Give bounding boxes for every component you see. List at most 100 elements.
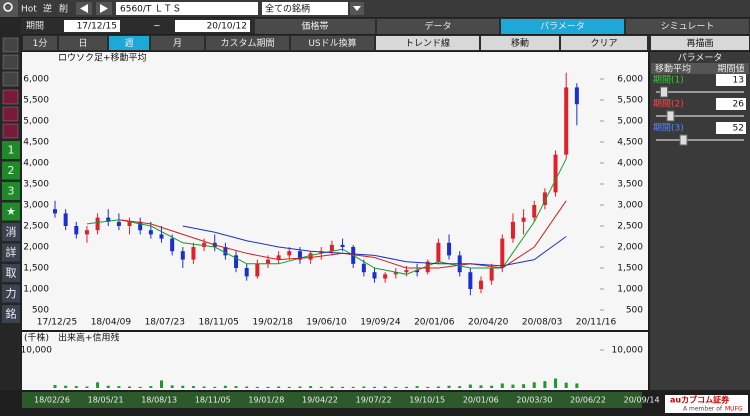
tool-icon[interactable] [2,37,19,53]
timeline-label: 18/05/21 [88,396,124,405]
side-button[interactable] [2,202,20,221]
volume-bar [74,386,78,388]
side-button[interactable] [2,284,20,303]
y-tick-label-left: 6,000 [23,75,49,85]
redraw-button[interactable] [651,36,749,50]
volume-bar [383,386,387,388]
volume-bar [351,386,355,388]
slider-knob[interactable] [660,86,668,98]
volume-bar [575,383,579,388]
volume-bar [522,384,526,388]
logo-group: MUFG [725,406,743,413]
interval-button[interactable] [59,36,107,50]
tab[interactable] [626,19,749,34]
tool-icon[interactable] [2,71,19,87]
param-col2: 期間値 [717,63,744,75]
interval-label: USドル換算 [308,37,356,49]
candle-body [74,226,79,235]
tab[interactable] [255,19,375,34]
tool-icon[interactable] [2,89,19,105]
timeline-label: 18/02/26 [34,396,70,405]
candle-body [116,221,121,226]
slider-knob[interactable] [666,110,675,122]
list-select[interactable] [262,2,348,15]
search-icon [3,2,13,12]
tool-button[interactable] [481,36,559,50]
volume-bar [458,386,462,388]
side-button[interactable] [2,243,20,262]
tool-icon[interactable] [2,106,19,122]
y-tick-label-left: 2,500 [23,222,49,232]
interval-label: 週 [124,38,133,49]
tool-button[interactable] [561,36,647,50]
volume-bar [53,384,57,388]
side-button[interactable] [2,264,20,282]
param-title: パラメータ [678,53,723,64]
tab[interactable] [501,19,624,34]
interval-button[interactable] [151,36,204,50]
candle-body [53,209,57,214]
interval-button[interactable] [291,36,374,50]
y-tick-label-right: 2,000 [617,243,643,253]
candle-body [223,247,228,256]
param-name: 期間(3) [653,123,684,134]
volume-bar [287,386,291,388]
interval-button[interactable] [23,36,57,50]
volume-bar [170,385,174,388]
volume-tick-label-right: 10,000 [612,346,644,356]
from-input[interactable] [64,20,120,32]
candle-body [329,244,334,252]
candle-body [361,263,366,273]
side-button[interactable] [2,141,20,159]
side-button[interactable] [2,182,20,200]
volume-bar [554,378,558,388]
volume-bar [319,386,323,388]
x-tick-label: 19/06/10 [306,318,347,328]
volume-bar [426,386,430,388]
tool-icon[interactable] [2,123,19,139]
candle-body [287,251,292,256]
side-button[interactable] [2,305,20,323]
param-value-box[interactable] [716,74,746,86]
chart-title: ロウソク足+移動平均 [58,52,147,64]
candle-body [404,270,409,273]
candle-body [425,261,430,273]
param-value: 26 [733,100,745,110]
candle-body [500,238,505,268]
volume-bar [564,382,568,388]
candle-body [574,87,579,105]
side-button-label: 力 [6,287,17,300]
timeline-label: 19/07/22 [356,396,392,405]
volume-bar [181,385,185,388]
y-tick-label-left: 500 [32,306,49,316]
volume-bar [234,386,238,388]
side-button[interactable] [2,223,20,241]
side-button[interactable] [2,161,20,180]
interval-label: 日 [78,38,87,49]
candle-body [415,270,420,273]
delete-button: 削 [59,3,68,15]
x-tick-label: 17/12/25 [37,318,77,328]
candle-body [436,242,441,262]
candle-body [170,238,175,252]
volume-bar [255,386,259,388]
tool-label: クリア [590,38,617,49]
param-value-box[interactable] [716,122,746,134]
timeline-label: 18/08/13 [141,396,177,405]
param-value-box[interactable] [716,98,746,110]
tool-button[interactable] [376,36,479,50]
symbol-input[interactable] [116,2,258,15]
to-input[interactable] [175,20,250,32]
volume-bar [245,386,249,388]
tool-icon[interactable] [2,54,19,70]
volume-bar [532,382,536,388]
param-header [651,63,749,74]
interval-button[interactable] [206,36,289,50]
volume-panel [22,332,648,390]
side-button-label: 2 [8,164,15,177]
slider-knob[interactable] [679,134,688,146]
param-value: 52 [733,124,744,134]
interval-button[interactable] [109,36,149,50]
tab[interactable] [377,19,499,34]
x-tick-label: 18/07/23 [145,318,185,328]
